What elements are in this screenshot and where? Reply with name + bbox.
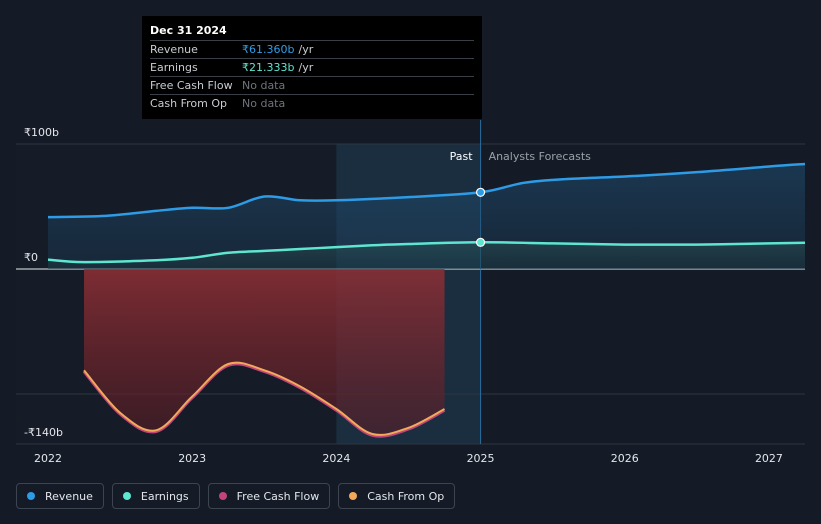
tooltip-row-cash-from-op: Cash From Op No data	[150, 94, 474, 112]
revenue-area	[48, 164, 805, 269]
revenue-marker	[475, 187, 486, 197]
x-tick-label: 2023	[178, 452, 206, 465]
revenue-dot-icon	[27, 492, 35, 500]
tooltip-label: Earnings	[150, 61, 198, 74]
free-cash-flow-area	[84, 269, 445, 437]
forecast-label: Analysts Forecasts	[489, 150, 592, 163]
x-tick-label: 2025	[467, 452, 495, 465]
x-tick-label: 2024	[322, 452, 350, 465]
x-tick-label: 2026	[611, 452, 639, 465]
y-tick-label: -₹140b	[24, 426, 63, 439]
earnings-line	[47, 241, 806, 264]
earnings-dot-icon	[122, 492, 131, 500]
tooltip-value: No data	[242, 79, 286, 92]
tooltip-label: Revenue	[150, 43, 198, 56]
tooltip-unit: /yr	[298, 61, 314, 74]
tooltip-value: ₹61.360b	[242, 43, 295, 56]
earnings-area	[48, 242, 805, 269]
earnings-marker	[475, 237, 486, 247]
y-tick-label: ₹100b	[24, 126, 59, 139]
legend: Revenue Earnings Free Cash Flow Cash Fro…	[16, 483, 456, 509]
tooltip-value: No data	[242, 97, 286, 110]
free-cash-flow-line	[82, 362, 446, 438]
tooltip-label: Free Cash Flow	[150, 79, 233, 92]
tooltip-row-earnings: Earnings ₹21.333b /yr	[150, 58, 474, 76]
legend-item-cash-from-op[interactable]: Cash From Op	[338, 483, 456, 509]
legend-item-revenue[interactable]: Revenue	[16, 483, 104, 509]
legend-label: Earnings	[140, 489, 189, 503]
tooltip-date: Dec 31 2024	[150, 24, 227, 37]
legend-label: Free Cash Flow	[236, 489, 320, 503]
past-label: Past	[450, 150, 474, 163]
tooltip-row-revenue: Revenue ₹61.360b /yr	[150, 40, 474, 58]
cash-from-op-dot-icon	[349, 492, 358, 500]
x-tick-label: 2027	[755, 452, 783, 465]
cash-from-op-line	[83, 361, 445, 436]
tooltip-value: ₹21.333b	[242, 61, 295, 74]
legend-label: Cash From Op	[367, 489, 445, 503]
legend-label: Revenue	[45, 489, 93, 503]
tooltip-row-free-cash-flow: Free Cash Flow No data	[150, 76, 474, 94]
legend-item-earnings[interactable]: Earnings	[111, 483, 200, 509]
tooltip: Dec 31 2024 Revenue ₹61.360b /yr Earning…	[142, 16, 482, 119]
tooltip-label: Cash From Op	[150, 97, 228, 110]
revenue-line	[47, 162, 806, 219]
tooltip-unit: /yr	[298, 43, 314, 56]
free-cash-flow-dot-icon	[218, 492, 227, 500]
y-tick-label: ₹0	[24, 251, 38, 264]
x-tick-label: 2022	[34, 452, 62, 465]
legend-item-free-cash-flow[interactable]: Free Cash Flow	[207, 483, 331, 509]
